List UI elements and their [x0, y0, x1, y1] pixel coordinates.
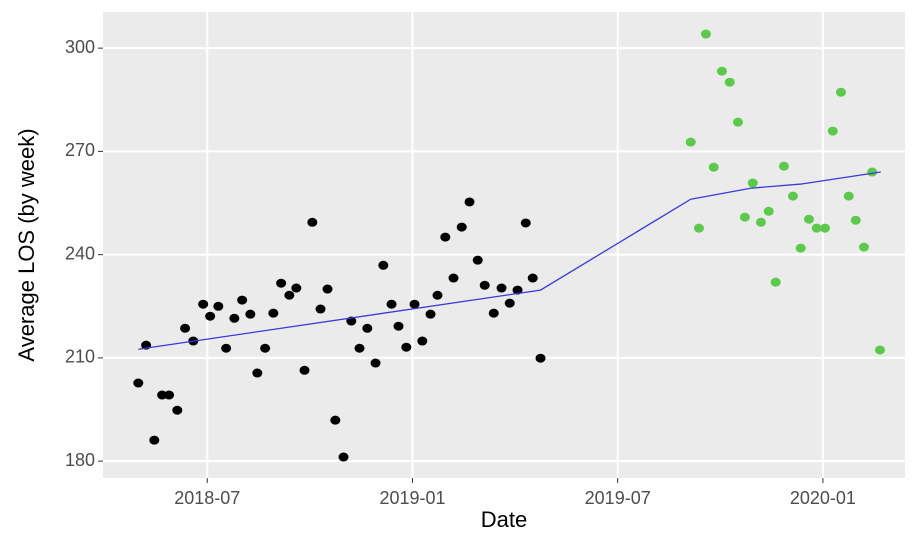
point	[417, 336, 428, 346]
point	[819, 223, 830, 233]
point	[512, 285, 523, 295]
point	[213, 301, 224, 311]
point	[693, 223, 704, 233]
point	[504, 298, 515, 308]
point	[708, 162, 719, 172]
point	[700, 29, 711, 39]
point	[835, 87, 846, 97]
x-tick-label: 2018-07	[174, 488, 240, 508]
point	[755, 217, 766, 227]
point	[198, 299, 209, 309]
point	[370, 358, 381, 368]
point	[252, 368, 263, 378]
point	[858, 242, 869, 252]
point	[520, 218, 531, 228]
y-axis-title: Average LOS (by week)	[14, 128, 39, 361]
point	[164, 390, 175, 400]
point	[237, 295, 248, 305]
point	[448, 273, 459, 283]
point	[291, 283, 302, 293]
point	[472, 255, 483, 265]
point	[315, 304, 326, 314]
point	[362, 323, 373, 333]
y-tick-label: 240	[65, 243, 95, 263]
point	[268, 308, 279, 318]
point	[307, 217, 318, 227]
point	[464, 197, 475, 207]
point	[432, 290, 443, 300]
point	[488, 308, 499, 318]
point	[724, 77, 735, 87]
point	[149, 435, 160, 445]
point	[157, 390, 168, 400]
x-tick-label: 2019-01	[379, 488, 445, 508]
point	[795, 243, 806, 253]
point	[827, 126, 838, 136]
point	[330, 415, 341, 425]
point	[456, 222, 467, 232]
point	[393, 321, 404, 331]
point	[716, 66, 727, 76]
y-tick-label: 210	[65, 347, 95, 367]
point	[770, 277, 781, 287]
panel	[103, 12, 905, 478]
x-axis-title: Date	[481, 507, 527, 532]
y-tick-label: 270	[65, 140, 95, 160]
point	[479, 280, 490, 290]
x-tick-label: 2020-01	[790, 488, 856, 508]
point	[850, 215, 861, 225]
point	[440, 232, 451, 242]
point	[874, 345, 885, 355]
point	[172, 405, 183, 415]
point	[787, 191, 798, 201]
point	[276, 278, 287, 288]
point	[260, 343, 271, 353]
point	[739, 212, 750, 222]
y-tick-label: 180	[65, 450, 95, 470]
point	[843, 191, 854, 201]
point	[811, 223, 822, 233]
point	[322, 284, 333, 294]
point	[401, 342, 412, 352]
point	[205, 311, 216, 321]
point	[299, 365, 310, 375]
point	[245, 309, 256, 319]
point	[867, 167, 878, 177]
point	[527, 273, 538, 283]
point	[180, 323, 191, 333]
point	[747, 178, 758, 188]
point	[535, 353, 546, 363]
point	[354, 343, 365, 353]
trend-line	[138, 171, 881, 350]
x-tick-label: 2019-07	[585, 488, 651, 508]
point	[221, 343, 232, 353]
point	[803, 214, 814, 224]
point	[732, 117, 743, 127]
point	[685, 137, 696, 147]
point	[496, 283, 507, 293]
point	[284, 290, 295, 300]
point	[229, 313, 240, 323]
point	[763, 206, 774, 216]
point	[778, 161, 789, 171]
y-tick-label: 300	[65, 37, 95, 57]
point	[133, 378, 144, 388]
point	[409, 299, 420, 309]
point	[386, 299, 397, 309]
point	[378, 260, 389, 270]
point	[338, 452, 349, 462]
point	[425, 309, 436, 319]
